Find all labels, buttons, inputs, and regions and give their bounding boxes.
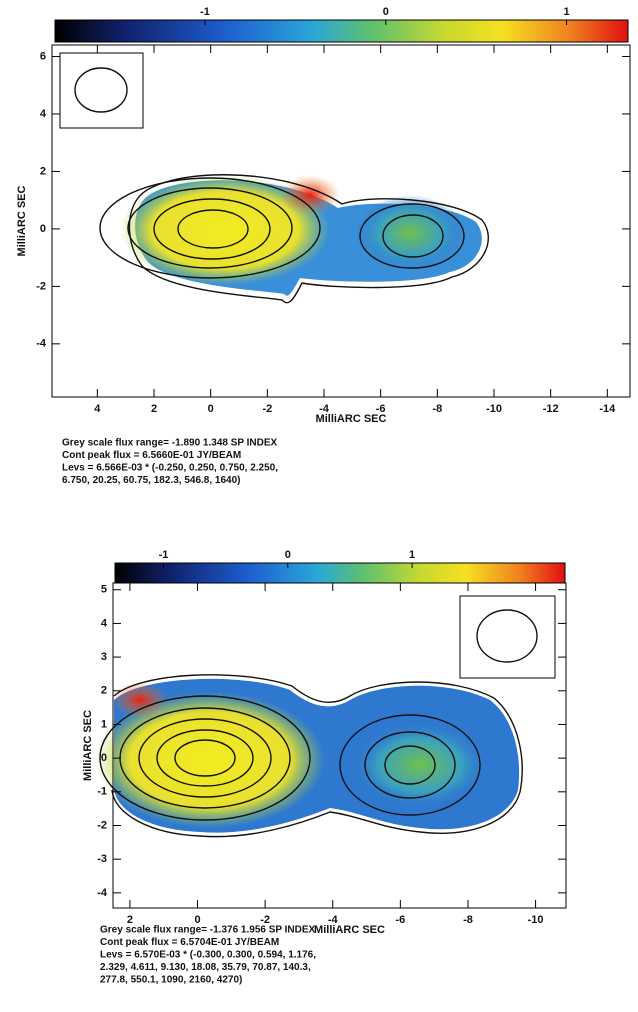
x-tick-label: 2 [127,914,133,926]
caption-line: Grey scale flux range= -1.890 1.348 SP I… [62,438,278,449]
caption-line: Cont peak flux = 6.5660E-01 JY/BEAM [62,450,241,461]
colorbar-tick-label: -1 [159,549,169,561]
plot-frame [51,44,631,398]
y-axis-label: MilliARC SEC [82,710,94,781]
y-tick-label: -2 [36,280,46,292]
y-tick-label: 6 [40,50,46,62]
x-tick-label: -12 [543,403,559,415]
x-tick-label: -8 [463,914,473,926]
x-tick-label: 4 [94,403,101,415]
colorbar [54,19,629,43]
x-tick-label: -2 [260,914,270,926]
x-tick-label: -8 [432,403,442,415]
x-tick-label: 2 [151,403,157,415]
y-tick-label: 0 [101,752,107,764]
x-tick-label: -14 [599,403,616,415]
caption-line: Levs = 6.570E-03 * (-0.300, 0.300, 0.594… [100,950,316,961]
x-tick-label: -4 [319,403,330,415]
y-tick-label: -4 [97,887,108,899]
caption-line: Grey scale flux range= -1.376 1.956 SP I… [100,925,316,936]
colorbar [114,562,566,584]
caption-line: 277.8, 550.1, 1090, 2160, 4270) [100,975,242,986]
caption-line: 6.750, 20.25, 60.75, 182.3, 546.8, 1640) [62,475,240,486]
y-tick-label: 3 [101,651,107,663]
map-image [59,52,489,304]
y-tick-label: -1 [97,786,107,798]
y-tick-label: -4 [36,338,47,350]
y-tick-label: 4 [101,617,108,629]
y-tick-label: 1 [101,718,107,730]
y-tick-label: 2 [40,165,46,177]
x-tick-label: -6 [395,914,405,926]
colorbar-tick-label: -1 [200,6,210,18]
caption-line: Cont peak flux = 6.5704E-01 JY/BEAM [100,937,279,948]
x-tick-label: 0 [208,403,214,415]
y-axis-label: MilliARC SEC [16,186,28,257]
y-tick-label: -2 [97,819,107,831]
colorbar-tick-label: 0 [383,6,389,18]
x-tick-label: -6 [376,403,386,415]
x-tick-label: -4 [328,914,339,926]
y-tick-label: 2 [101,685,107,697]
y-tick-label: 5 [101,584,107,596]
colorbar-tick-label: 1 [409,549,415,561]
x-tick-label: -2 [262,403,272,415]
x-axis-label: MilliARC SEC [314,924,385,936]
y-tick-label: 4 [40,108,47,120]
map-image [95,595,556,838]
x-tick-label: 0 [194,914,200,926]
caption-line: Levs = 6.566E-03 * (-0.250, 0.250, 0.750… [62,463,278,474]
y-tick-label: 0 [40,223,46,235]
x-axis-label: MilliARC SEC [316,413,387,425]
colorbar-tick-label: 0 [285,549,291,561]
caption-line: 2.329, 4.611, 9.130, 18.08, 35.79, 70.87… [100,962,311,973]
x-tick-label: -10 [486,403,502,415]
y-tick-label: -3 [97,853,107,865]
colorbar-tick-label: 1 [563,6,569,18]
x-tick-label: -10 [528,914,544,926]
